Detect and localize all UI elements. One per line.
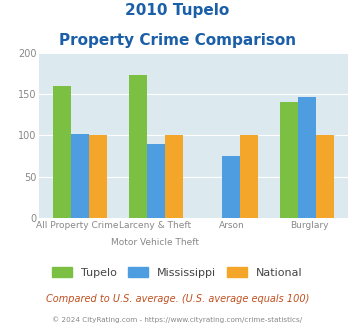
Text: © 2024 CityRating.com - https://www.cityrating.com/crime-statistics/: © 2024 CityRating.com - https://www.city… — [53, 317, 302, 323]
Text: Motor Vehicle Theft: Motor Vehicle Theft — [111, 238, 199, 247]
Bar — [71, 134, 89, 218]
Text: Larceny & Theft: Larceny & Theft — [119, 221, 191, 230]
Text: Property Crime Comparison: Property Crime Comparison — [59, 33, 296, 48]
Bar — [316, 135, 334, 218]
Bar — [129, 75, 147, 218]
Text: All Property Crime: All Property Crime — [37, 221, 119, 230]
Bar — [147, 144, 165, 218]
Legend: Tupelo, Mississippi, National: Tupelo, Mississippi, National — [48, 263, 307, 282]
Bar — [222, 156, 240, 218]
Text: Compared to U.S. average. (U.S. average equals 100): Compared to U.S. average. (U.S. average … — [46, 294, 309, 304]
Bar — [240, 135, 258, 218]
Bar — [89, 135, 108, 218]
Text: 2010 Tupelo: 2010 Tupelo — [125, 3, 230, 18]
Bar — [53, 86, 71, 218]
Bar — [279, 102, 297, 218]
Bar — [297, 96, 316, 218]
Text: Arson: Arson — [219, 221, 245, 230]
Bar — [165, 135, 183, 218]
Text: Burglary: Burglary — [290, 221, 328, 230]
